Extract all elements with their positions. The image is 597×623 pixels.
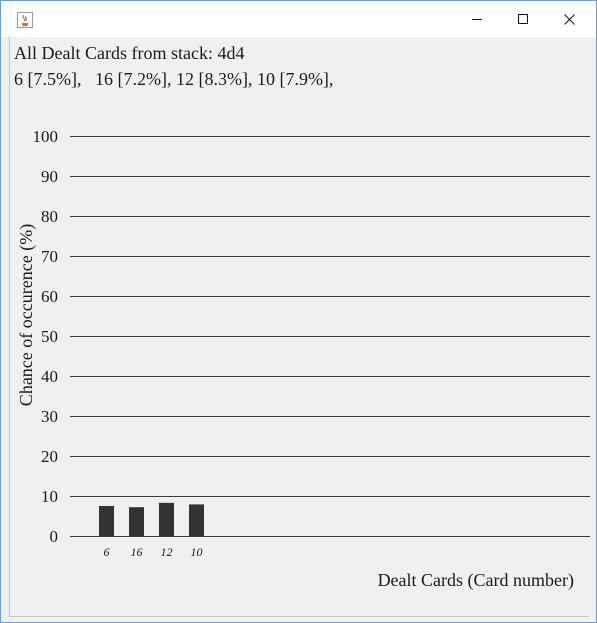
y-tick-label: 0 <box>50 527 59 546</box>
minimize-button[interactable] <box>454 1 500 37</box>
minimize-icon <box>471 14 483 25</box>
bar <box>159 502 174 536</box>
x-tick-label: 12 <box>161 545 173 559</box>
x-tick-label: 16 <box>131 545 143 559</box>
y-tick-label: 40 <box>41 367 58 386</box>
y-tick-label: 90 <box>41 167 58 186</box>
java-cup-icon <box>17 12 33 28</box>
bar <box>129 507 144 536</box>
maximize-button[interactable] <box>500 1 546 37</box>
dealt-cards-summary: 6 [7.5%], 16 [7.2%], 12 [8.3%], 10 [7.9%… <box>14 69 334 89</box>
x-tick-label: 6 <box>104 545 110 559</box>
y-axis-label: Chance of occurence (%) <box>16 224 37 406</box>
y-tick-label: 70 <box>41 247 58 266</box>
close-button[interactable] <box>546 1 592 37</box>
y-tick-label: 100 <box>33 127 59 146</box>
close-icon <box>563 13 575 25</box>
y-tick-label: 60 <box>41 287 58 306</box>
y-tick-label: 80 <box>41 207 58 226</box>
y-tick-label: 50 <box>41 327 58 346</box>
x-axis-label: Dealt Cards (Card number) <box>378 570 574 591</box>
y-tick-label: 20 <box>41 447 58 466</box>
y-tick-label: 10 <box>41 487 58 506</box>
bar <box>189 504 204 536</box>
x-tick-label: 10 <box>191 545 203 559</box>
title-bar[interactable] <box>1 1 596 37</box>
y-tick-label: 30 <box>41 407 58 426</box>
maximize-icon <box>517 13 529 25</box>
bar <box>99 506 114 536</box>
stack-info-text: All Dealt Cards from stack: 4d4 <box>14 43 245 63</box>
